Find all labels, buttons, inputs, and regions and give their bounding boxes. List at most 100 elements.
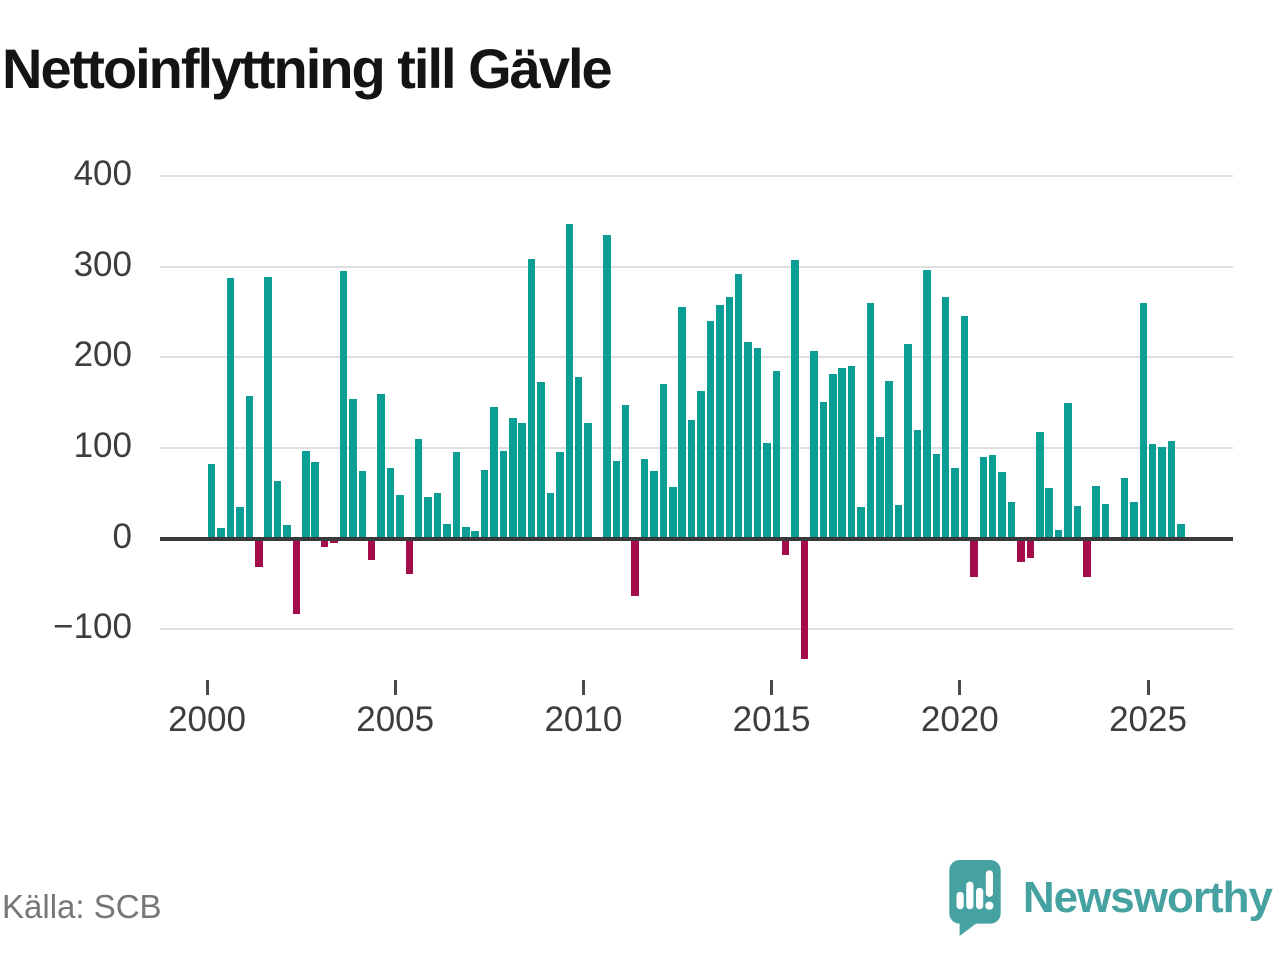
bar-2007q4 [499, 450, 508, 539]
x-axis-line [160, 536, 1233, 541]
bar-2024q3 [1130, 502, 1138, 539]
brand-name: Newsworthy [1022, 873, 1273, 922]
bar-2003q2 [330, 538, 338, 544]
brand-logo: Newsworthy [949, 860, 1273, 936]
bar-2011q1 [621, 405, 630, 539]
bar-2017q2 [857, 506, 865, 539]
bar-2005q1 [396, 495, 404, 539]
gridline-y-100 [160, 628, 1233, 631]
bar-2025q3 [1167, 440, 1176, 539]
bar-2020q2 [970, 538, 978, 577]
bar-2016q3 [829, 373, 837, 539]
bar-2004q4 [386, 467, 395, 539]
bar-2006q2 [443, 524, 451, 539]
bar-2000q2 [217, 527, 225, 539]
bar-2022q3 [1054, 530, 1063, 539]
bar-2005q3 [414, 438, 423, 539]
bar-2011q3 [640, 458, 649, 539]
bar-2008q3 [527, 259, 536, 539]
bar-2000q3 [226, 278, 235, 539]
x-axis-label-2000: 2000 [168, 700, 246, 739]
y-axis-label-400: 400 [73, 154, 132, 194]
x-axis-label-2020: 2020 [920, 700, 999, 739]
bar-2002q1 [283, 524, 291, 539]
bar-2013q1 [697, 390, 705, 539]
bar-2007q1 [471, 531, 479, 539]
x-tick-2020 [958, 680, 962, 695]
bar-2023q1 [1073, 505, 1082, 539]
chart-title: Nettoinflyttning till Gävle [2, 37, 613, 100]
bar-2018q2 [894, 504, 903, 539]
bar-2001q3 [264, 276, 272, 539]
bar-2003q1 [320, 538, 329, 547]
bar-2024q2 [1120, 477, 1129, 539]
gridline-y400 [160, 175, 1233, 178]
bar-2004q3 [377, 393, 385, 539]
bar-2000q1 [207, 464, 216, 539]
bar-2008q2 [518, 422, 526, 539]
bar-2010q1 [584, 423, 592, 539]
bar-2023q4 [1101, 504, 1110, 539]
bar-2019q1 [923, 270, 931, 539]
bar-2020q1 [960, 316, 969, 539]
bar-2025q2 [1158, 446, 1166, 539]
bar-2013q3 [716, 304, 724, 539]
bar-2007q2 [480, 469, 489, 539]
bar-2012q2 [669, 486, 677, 539]
bar-2016q1 [810, 350, 818, 539]
bar-2024q4 [1139, 302, 1148, 539]
source-note: Källa: SCB [2, 888, 162, 925]
bar-2014q1 [734, 273, 743, 539]
gridline-y100 [160, 446, 1233, 449]
x-tick-2005 [393, 680, 397, 695]
bar-2002q3 [302, 450, 310, 539]
bar-2022q4 [1064, 402, 1072, 539]
y-axis-label-200: 200 [73, 335, 132, 375]
y-axis-label--100: −100 [53, 607, 132, 647]
bar-2022q1 [1036, 432, 1044, 539]
bar-2009q1 [546, 493, 555, 539]
bar-2021q1 [998, 472, 1006, 539]
bar-2018q1 [885, 380, 893, 539]
bar-2021q4 [1026, 538, 1035, 559]
bar-2019q3 [941, 296, 950, 539]
bar-2003q4 [349, 398, 357, 539]
bar-2015q1 [772, 370, 781, 539]
bar-2023q2 [1083, 538, 1091, 578]
bar-2022q2 [1045, 487, 1053, 539]
bar-2015q3 [791, 260, 799, 539]
bar-2023q3 [1092, 485, 1100, 539]
bar-2015q2 [781, 538, 790, 555]
bar-2009q3 [565, 224, 574, 539]
bar-2015q4 [800, 538, 809, 660]
y-axis-label-0: 0 [112, 516, 132, 556]
bar-2025q4 [1177, 524, 1185, 539]
bar-2008q1 [509, 417, 517, 539]
bar-2005q4 [424, 496, 432, 539]
bar-2012q1 [659, 384, 668, 539]
bar-2011q2 [631, 538, 639, 597]
bar-2009q4 [574, 377, 583, 539]
x-axis-label-2010: 2010 [544, 700, 623, 739]
bar-2018q4 [913, 429, 922, 539]
bar-2007q3 [490, 407, 498, 539]
bar-2018q3 [904, 343, 912, 539]
x-axis-label-2015: 2015 [732, 700, 811, 739]
bar-2004q2 [367, 538, 376, 561]
bar-2014q3 [753, 348, 762, 539]
bar-2016q2 [819, 401, 828, 539]
bar-2014q2 [744, 341, 752, 539]
y-axis-label-300: 300 [73, 244, 132, 284]
bar-2006q1 [433, 493, 442, 539]
bar-2009q2 [556, 451, 564, 539]
bar-2021q3 [1017, 538, 1025, 563]
bar-2000q4 [236, 506, 244, 539]
bar-2004q1 [358, 470, 366, 539]
bar-2010q3 [603, 234, 611, 539]
bar-2011q4 [650, 470, 658, 539]
bar-2017q4 [876, 437, 884, 539]
bar-2005q2 [405, 538, 414, 574]
x-axis-label-2005: 2005 [356, 700, 435, 739]
bar-2001q4 [273, 481, 282, 539]
